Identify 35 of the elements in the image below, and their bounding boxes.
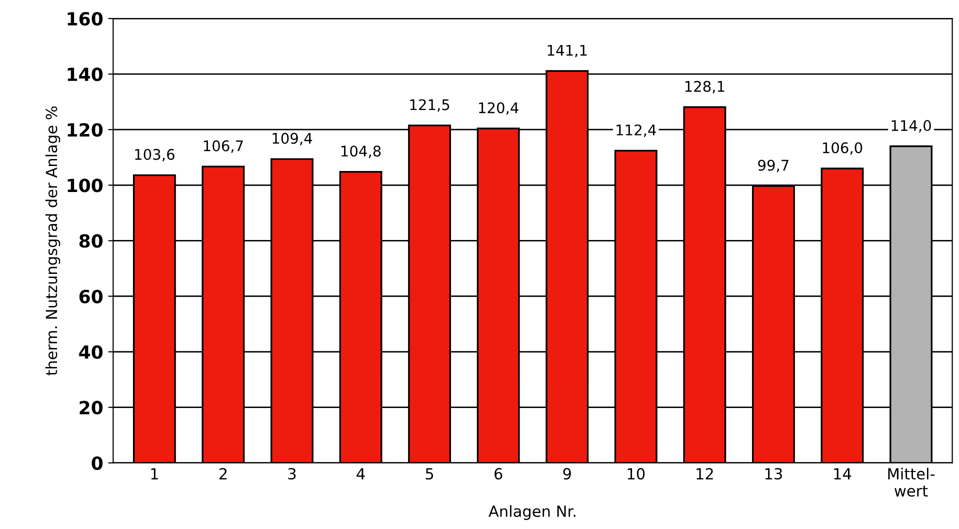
y-tick-label: 20 xyxy=(80,400,103,414)
data-label: 114,0 xyxy=(892,120,931,133)
data-label: 106,7 xyxy=(204,140,243,153)
data-label: 104,8 xyxy=(342,146,381,158)
y-tick-label: 80 xyxy=(79,234,103,248)
y-tick-label: 140 xyxy=(68,68,103,82)
y-tick-label: 40 xyxy=(79,345,103,359)
data-label: 99,7 xyxy=(758,160,788,172)
x-tick-label: 2 xyxy=(219,468,227,480)
x-tick-label: 12 xyxy=(696,468,713,480)
x-tick-label: 1 xyxy=(151,468,158,480)
data-label: 128,1 xyxy=(685,80,724,94)
y-tick-label: 60 xyxy=(79,290,103,304)
data-label: 141,1 xyxy=(548,44,587,58)
x-tick-label: 5 xyxy=(426,468,434,480)
y-tick-label: 100 xyxy=(68,178,103,192)
y-tick-label: 160 xyxy=(68,12,103,26)
x-tick-label: Mittel- wert xyxy=(888,468,935,497)
x-axis-title: Anlagen Nr. xyxy=(488,505,576,520)
data-label: 106,0 xyxy=(822,142,862,155)
data-label: 103,6 xyxy=(135,148,174,162)
y-axis-title: therm. Nutzungsgrad der Anlage % xyxy=(45,106,60,376)
x-tick-label: 4 xyxy=(356,468,365,480)
x-tick-label: 6 xyxy=(494,468,502,480)
data-label: 120,4 xyxy=(479,102,518,115)
x-tick-label: 14 xyxy=(834,468,852,480)
data-label: 121,5 xyxy=(410,99,450,112)
data-label: 109,4 xyxy=(272,132,312,146)
x-tick-label: 3 xyxy=(288,468,296,480)
y-tick-label: 0 xyxy=(92,456,103,470)
data-label: 112,4 xyxy=(616,124,656,137)
x-tick-label: 9 xyxy=(563,468,571,480)
y-tick-label: 120 xyxy=(68,123,103,137)
x-tick-label: 10 xyxy=(628,468,645,480)
x-tick-label: 13 xyxy=(765,468,782,480)
